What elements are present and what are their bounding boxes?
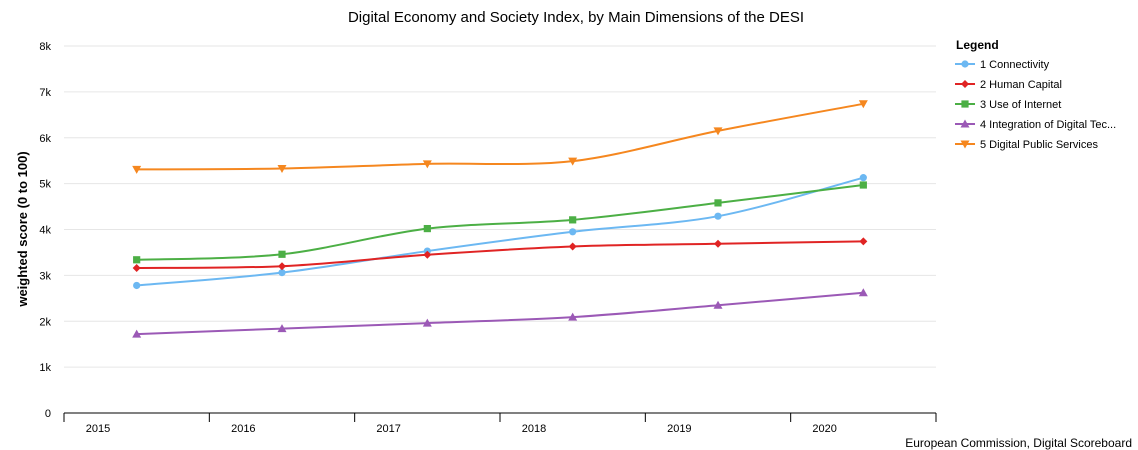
data-point [278,269,286,277]
legend-label: 2 Human Capital [980,79,1062,91]
y-tick-label: 8k [39,41,51,53]
y-tick-label: 3k [39,270,51,282]
legend-label: 1 Connectivity [980,59,1050,71]
series-4-integration-of-digital-tec [132,288,868,338]
y-tick-label: 2k [39,316,51,328]
series-5-digital-public-services [132,100,868,174]
series-line [136,102,864,171]
data-point [278,262,286,271]
series-1-connectivity [133,174,867,290]
data-point [859,174,867,182]
data-point [714,239,722,248]
y-tick-label: 5k [39,179,51,191]
data-point [133,256,141,264]
legend-item[interactable]: 2 Human Capital [955,79,1062,91]
data-point [422,318,432,327]
legend-marker [960,119,970,128]
data-point [858,100,868,109]
legend-label: 3 Use of Internet [980,99,1061,111]
legend: Legend 1 Connectivity 2 Human Capital 3 Us… [955,38,1116,151]
legend-marker [961,80,969,88]
data-point [858,288,868,297]
legend-item[interactable]: 4 Integration of Digital Tec... [955,119,1116,131]
chart-title: Digital Economy and Society Index, by Ma… [348,9,804,26]
gridlines [64,45,936,368]
data-point [713,127,723,136]
series-layer [132,100,868,338]
legend-item[interactable]: 1 Connectivity [955,59,1050,71]
data-point [133,281,141,290]
y-tick-label: 4k [39,225,51,237]
y-tick-label: 7k [39,87,51,99]
y-axis-label: weighted score (0 to 100) [15,151,30,307]
legend-item[interactable]: 5 Digital Public Services [955,139,1098,151]
series-line [136,176,864,287]
y-tick-label: 0 [45,408,51,420]
legend-marker [961,60,969,68]
x-tick-label: 2015 [86,423,110,435]
data-point [277,164,287,173]
series-line [136,291,864,336]
legend-item[interactable]: 3 Use of Internet [955,99,1061,111]
series-3-use-of-internet [133,181,867,264]
legend-label: 5 Digital Public Services [980,139,1098,151]
series-2-human-capital [132,237,868,273]
data-point [423,250,432,259]
data-point [569,216,577,224]
legend-marker [960,140,970,149]
source-credit: European Commission, Digital Scoreboard [905,436,1132,450]
data-point [713,300,723,309]
y-tick-label: 1k [39,362,51,374]
legend-marker [961,100,969,108]
data-point [132,329,142,338]
data-point [714,212,722,220]
data-point [277,324,287,333]
x-tick-label: 2018 [522,423,546,435]
data-point [132,264,141,273]
data-point [278,250,286,258]
data-point [423,224,431,233]
x-tick-label: 2019 [667,423,691,435]
data-point [568,242,577,251]
data-point [569,228,577,236]
series-line [136,240,864,270]
data-point [568,312,578,321]
axes: 0 1k 2k 3k 4k 5k 6k 7k 8k 2015 2016 2017 2018 2019 202… [39,41,937,435]
legend-label: 4 Integration of Digital Tec... [980,119,1116,131]
legend-title: Legend [956,38,999,52]
data-point [714,199,722,207]
x-tick-label: 2016 [231,423,255,435]
x-tick-label: 2020 [812,423,836,435]
data-point [859,181,867,189]
y-tick-label: 6k [39,133,51,145]
data-point [568,157,578,166]
data-point [422,160,432,169]
data-point [132,165,142,174]
series-line [136,184,864,261]
data-point [859,237,868,246]
x-tick-label: 2017 [376,423,400,435]
